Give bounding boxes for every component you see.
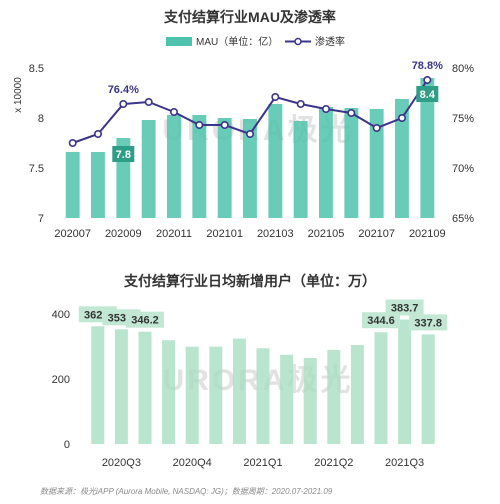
y2-tick-0: 0	[64, 439, 70, 451]
mau-bar-202007	[65, 152, 80, 218]
x-tick-202109: 202109	[409, 228, 446, 240]
y-right-tick-80%: 80%	[452, 63, 474, 75]
new-users-label-202109: 337.8	[414, 317, 442, 329]
y-left-tick-8: 8	[38, 113, 44, 125]
mau-bar-202008	[91, 152, 105, 218]
penetration-point-202008	[94, 130, 103, 139]
penetration-point-202103	[271, 93, 280, 102]
new-users-bar-202010	[162, 340, 176, 444]
new-users-bar-202101	[232, 338, 246, 444]
penetration-point-202109	[423, 76, 432, 85]
mau-label-202009: 7.8	[116, 149, 131, 161]
new-users-label-202009: 346.2	[131, 315, 159, 327]
legend-bar-swatch	[166, 37, 192, 46]
x-tick-202011: 202011	[156, 228, 192, 240]
new-users-bar-202012	[209, 346, 223, 444]
new-users-label-box-202109	[409, 314, 448, 331]
new-users-bar-202109	[421, 334, 435, 444]
x-tick-202009: 202009	[105, 228, 142, 240]
penetration-point-202104	[296, 100, 305, 109]
legend-bar-label: MAU（单位：亿）	[196, 35, 278, 48]
x2-tick-2020Q3: 2020Q3	[102, 457, 141, 469]
penetration-label-202109: 78.8%	[412, 60, 443, 72]
new-users-bar-202102	[256, 348, 270, 444]
chart1-legend: MAU（单位：亿） 渗透率	[166, 35, 345, 48]
y2-tick-400: 400	[52, 309, 70, 321]
new-users-bar-202108	[398, 319, 412, 444]
new-users-bar-202104	[303, 358, 317, 444]
penetration-point-202107	[372, 124, 381, 133]
mau-bar-202012	[192, 115, 207, 218]
new-users-bar-202009	[138, 331, 152, 444]
mau-label-box-202109	[416, 86, 439, 102]
data-source-note: 数据来源：极光iAPP (Aurora Mobile, NASDAQ: JG)；…	[40, 487, 333, 496]
new-users-label-202107: 344.6	[367, 315, 395, 327]
x-tick-202103: 202103	[257, 228, 294, 240]
mau-bar-202105	[319, 107, 333, 218]
x-tick-202101: 202101	[206, 228, 243, 240]
mau-bar-202108	[395, 99, 409, 218]
new-users-bar-202106	[350, 345, 364, 444]
mau-label-box-202009	[112, 146, 135, 162]
x-tick-202007: 202007	[54, 228, 91, 240]
penetration-point-202007	[68, 139, 77, 148]
new-users-bar-202007	[91, 326, 105, 444]
penetration-point-202105	[321, 105, 330, 114]
chart1-title: 支付结算行业MAU及渗透率	[163, 9, 336, 25]
y-right-tick-70%: 70%	[452, 163, 474, 175]
new-users-label-box-202108	[385, 299, 424, 316]
mau-bar-202104	[293, 121, 308, 218]
new-users-bar-202105	[327, 349, 341, 444]
mau-bar-202102	[243, 119, 257, 218]
chart2-title: 支付结算行业日均新增用户（单位：万）	[123, 273, 376, 289]
penetration-point-202108	[397, 114, 406, 123]
x2-tick-2021Q1: 2021Q1	[243, 457, 282, 469]
penetration-label-202009: 76.4%	[108, 84, 139, 96]
penetration-point-202011	[170, 108, 179, 117]
chart1-y-axis-title: x 10000	[13, 77, 24, 113]
legend-line-marker	[294, 37, 302, 46]
x2-tick-2021Q3: 2021Q3	[385, 457, 424, 469]
x2-tick-2021Q2: 2021Q2	[314, 457, 353, 469]
x-tick-202107: 202107	[358, 228, 395, 240]
new-users-bar-202103	[280, 354, 294, 444]
new-users-bar-202008	[114, 329, 128, 444]
penetration-point-202102	[246, 130, 255, 139]
y-left-tick-7.5: 7.5	[29, 163, 44, 175]
penetration-point-202106	[347, 109, 356, 118]
new-users-label-202108: 383.7	[391, 303, 419, 315]
penetration-point-202101	[220, 121, 229, 130]
mau-bar-202107	[369, 109, 384, 218]
mau-bar-202109	[420, 78, 435, 218]
legend-line-label: 渗透率	[315, 35, 345, 48]
y-right-tick-65%: 65%	[452, 213, 474, 225]
new-users-bar-202011	[185, 346, 199, 444]
new-users-label-box-202009	[126, 311, 164, 328]
penetration-point-202009	[119, 100, 128, 109]
new-users-label-box-202107	[362, 312, 400, 329]
x2-tick-2020Q4: 2020Q4	[173, 457, 212, 469]
y-left-tick-7: 7	[38, 213, 44, 225]
penetration-point-202012	[195, 121, 204, 130]
mau-bar-202101	[217, 118, 232, 218]
mau-bar-202103	[268, 104, 283, 218]
x-tick-202105: 202105	[308, 228, 345, 240]
y-right-tick-75%: 75%	[452, 113, 474, 125]
new-users-bar-202107	[374, 332, 388, 444]
penetration-point-202010	[144, 98, 153, 107]
mau-bar-202011	[167, 115, 181, 218]
mau-bar-202106	[344, 108, 359, 218]
y-left-tick-8.5: 8.5	[29, 63, 44, 75]
y2-tick-200: 200	[52, 374, 70, 386]
mau-label-202109: 8.4	[420, 89, 436, 101]
mau-bar-202010	[141, 120, 156, 218]
